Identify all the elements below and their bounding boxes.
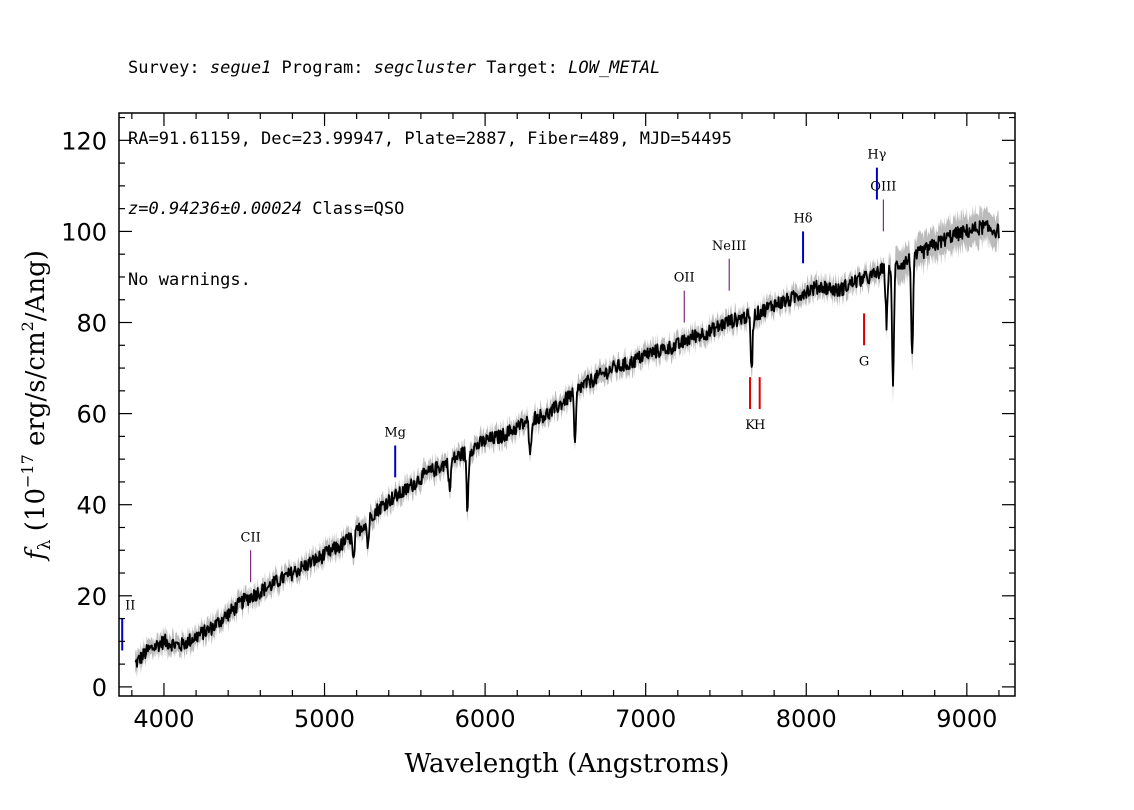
y-tick-label: 0 — [92, 674, 107, 702]
annotation-label: K — [745, 418, 755, 433]
header-line-warnings: No warnings. — [128, 269, 251, 290]
annotation-label: OII — [674, 271, 695, 286]
axis-ticks — [119, 113, 1015, 696]
y-axis-exp2: 2 — [18, 321, 37, 331]
y-tick-label: 100 — [61, 218, 107, 246]
x-tick-label: 9000 — [936, 705, 997, 733]
annotation-label: G — [859, 354, 869, 369]
y-axis-unit-a: (10 — [21, 488, 51, 540]
x-tick-label: 7000 — [615, 705, 676, 733]
header-line-survey: Survey: segue1 Program: segcluster Targe… — [128, 57, 732, 81]
target-value: LOW_METAL — [568, 58, 661, 78]
spectrum-header: Survey: segue1 Program: segcluster Targe… — [128, 10, 732, 316]
header-line-redshift: z=0.94236±0.00024 Class=QSO — [128, 198, 732, 222]
y-tick-label: 120 — [61, 127, 107, 155]
survey-label: Survey: — [128, 58, 210, 78]
flux-layer — [134, 219, 1000, 668]
program-value: segcluster — [373, 58, 477, 78]
annotation-label: II — [125, 599, 135, 614]
target-label: Target: — [476, 58, 569, 78]
annotation-label: OIII — [870, 180, 896, 195]
tick-labels: 4000 5000 6000 7000 8000 9000 0 20 40 60 80 100 120 — [61, 127, 997, 733]
annotation-label: CII — [241, 530, 261, 545]
x-tick-label: 8000 — [776, 705, 837, 733]
y-axis-unit-c: /Ang) — [21, 250, 51, 321]
annotation-label: Mg — [384, 425, 406, 440]
class-value: Class=QSO — [302, 199, 405, 219]
annotation-label: Hδ — [793, 211, 812, 226]
header-line-coordinates: RA=91.61159, Dec=23.99947, Plate=2887, F… — [128, 128, 732, 149]
annotation-label: NeIII — [712, 239, 746, 254]
program-label: Program: — [271, 58, 374, 78]
x-tick-label: 6000 — [455, 705, 516, 733]
y-tick-label: 60 — [76, 401, 107, 429]
annotation-label: Hγ — [867, 148, 886, 163]
plot-frame — [118, 112, 1016, 697]
line-annotations: II CII Mg OII NeIII Hδ Hγ OIII K H G — [121, 148, 896, 651]
x-tick-label: 5000 — [294, 705, 355, 733]
y-tick-label: 80 — [76, 310, 107, 338]
y-axis-title: fλ (10−17 erg/s/cm2/Ang) — [18, 250, 55, 562]
x-axis-title: Wavelength (Angstroms) — [405, 749, 730, 779]
annotation-label: H — [754, 418, 765, 433]
y-axis-lambda: λ — [35, 539, 55, 550]
y-axis-unit-b: erg/s/cm — [21, 331, 51, 454]
error-band-layer — [135, 204, 999, 678]
survey-value: segue1 — [209, 58, 272, 78]
error-band — [135, 204, 999, 678]
y-axis-exp: −17 — [18, 454, 37, 488]
y-tick-label: 20 — [76, 583, 107, 611]
x-tick-label: 4000 — [133, 705, 194, 733]
y-tick-label: 40 — [76, 492, 107, 520]
redshift-value: z=0.94236±0.00024 — [128, 199, 302, 219]
flux-line — [134, 219, 1000, 668]
